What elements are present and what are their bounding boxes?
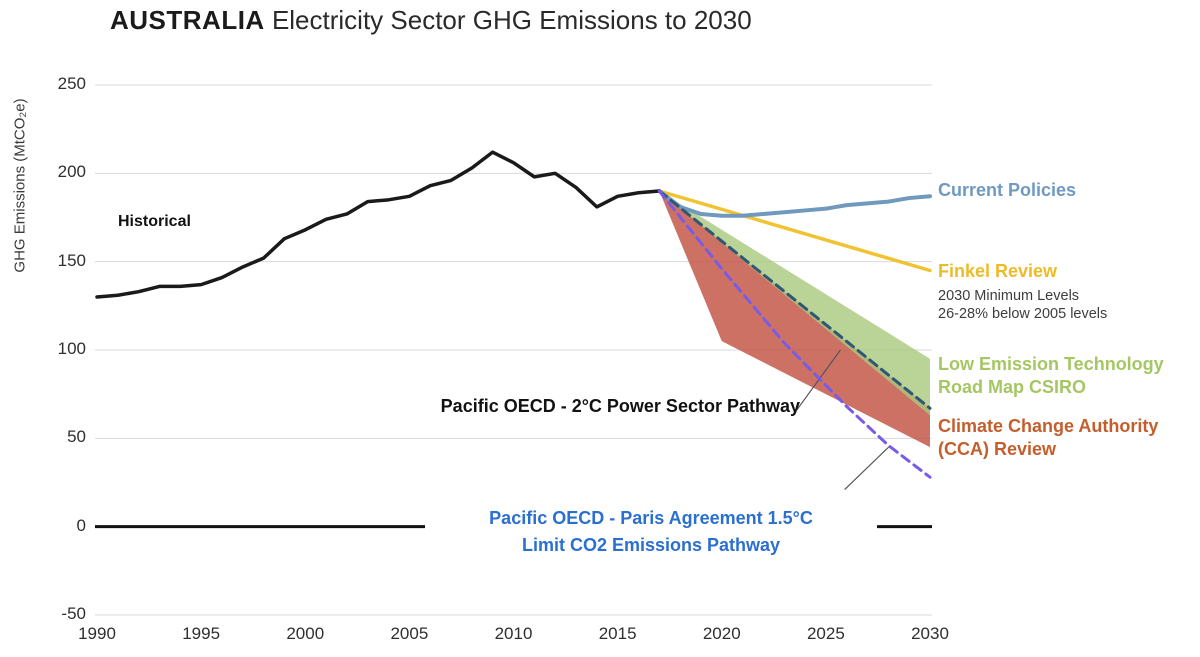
x-tick-2030: 2030 (911, 624, 949, 643)
y-tick-0: 0 (76, 515, 86, 535)
callout-to-paris-dashed-line (844, 444, 891, 490)
label-csiro-roadmap: Low Emission Technology Road Map CSIRO (938, 353, 1164, 399)
x-tick-2000: 2000 (286, 624, 325, 643)
label-cca-line1: Climate Change Authority (938, 416, 1159, 436)
chart-title: AUSTRALIA Electricity Sector GHG Emissio… (110, 5, 752, 36)
chart-title-subject: Electricity Sector GHG Emissions to 2030 (264, 5, 752, 35)
series-current-policies (657, 189, 932, 218)
y-tick-200: 200 (57, 162, 86, 182)
chart-title-country: AUSTRALIA (110, 5, 265, 35)
y-tick-100: 100 (57, 339, 86, 358)
label-finkel-review: Finkel Review (938, 261, 1058, 281)
series-finkel-review (657, 189, 932, 273)
label-historical: Historical (118, 213, 191, 230)
label-cca-line2: (CCA) Review (938, 439, 1057, 459)
series-pacific-oecd-2-c-power-sector-pathway (657, 189, 932, 410)
label-finkel-note: 2030 Minimum Levels 26-28% below 2005 le… (938, 288, 1107, 323)
x-tick-2015: 2015 (598, 624, 637, 643)
label-csiro-line2: Road Map CSIRO (938, 377, 1087, 397)
y-tick--50: -50 (61, 604, 86, 623)
label-oecd-2c-pathway: Pacific OECD - 2°C Power Sector Pathway (440, 396, 800, 416)
band-cca (659, 191, 930, 448)
label-finkel-note-line2: 26-28% below 2005 levels (938, 305, 1108, 322)
series-pacific-oecd-paris-agreement-1-5-c-limit-co2-emissions-pathway (657, 189, 932, 479)
label-finkel-note-line1: 2030 Minimum Levels (938, 288, 1080, 304)
x-tick-2025: 2025 (806, 624, 845, 643)
label-paris-line2: Limit CO2 Emissions Pathway (521, 535, 781, 555)
x-tick-1990: 1990 (78, 624, 116, 643)
label-csiro-line1: Low Emission Technology (938, 354, 1164, 374)
x-tick-2005: 2005 (390, 624, 429, 643)
label-paris-pathway: Pacific OECD - Paris Agreement 1.5°C Lim… (425, 503, 877, 561)
series-historical (95, 150, 662, 299)
label-current-policies: Current Policies (938, 180, 1077, 200)
y-tick-50: 50 (67, 427, 86, 447)
x-tick-2020: 2020 (702, 624, 741, 643)
band-csiro (659, 191, 930, 416)
y-axis-label: GHG Emissions (MtCO₂e) (11, 98, 29, 273)
x-tick-2010: 2010 (494, 624, 533, 643)
x-tick-1995: 1995 (182, 624, 221, 643)
label-cca-review: Climate Change Authority (CCA) Review (938, 415, 1158, 461)
y-tick-150: 150 (57, 250, 86, 270)
y-tick-250: 250 (57, 74, 86, 93)
label-paris-line1: Pacific OECD - Paris Agreement 1.5°C (489, 508, 813, 528)
